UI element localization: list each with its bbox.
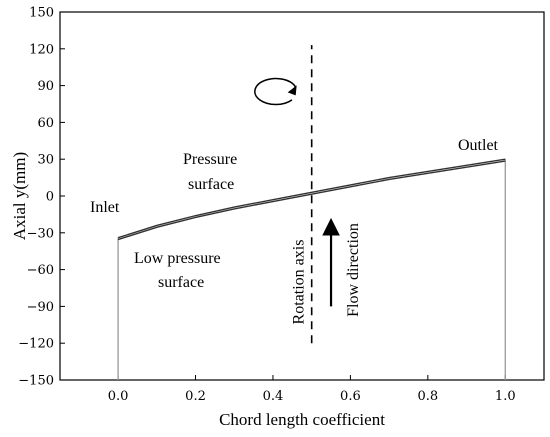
flow-direction-label: Flow direction	[345, 223, 362, 317]
x-axis-ticks: 0.0 0.2 0.4 0.6 0.8 1.0	[108, 375, 516, 404]
rotation-arrow-icon	[254, 77, 297, 106]
series-line-1	[117, 158, 506, 239]
x-tick-label: 0.4	[263, 389, 284, 404]
y-tick-label: −60	[27, 263, 54, 278]
y-tick-label: 30	[37, 153, 54, 168]
outlet-label: Outlet	[458, 137, 499, 154]
pressure-surface-label-line2: surface	[188, 176, 234, 193]
x-axis-title: Chord length coefficient	[219, 410, 385, 429]
pressure-surface-label-line1: Pressure	[183, 151, 237, 168]
y-tick-label: −30	[27, 226, 54, 241]
y-tick-label: 90	[37, 79, 54, 94]
y-tick-label: 150	[29, 6, 54, 21]
series-line-2	[117, 160, 506, 241]
x-tick-label: 0.8	[417, 389, 438, 404]
x-tick-label: 0.0	[108, 389, 129, 404]
y-tick-label: 120	[29, 42, 54, 57]
x-tick-label: 0.6	[340, 389, 361, 404]
y-tick-label: −150	[18, 374, 54, 389]
x-tick-label: 0.2	[185, 389, 206, 404]
y-axis-ticks: 150 120 90 60 30 0 −30 −60 −90 −120 −150	[18, 6, 65, 389]
low-pressure-surface-label-line2: surface	[158, 274, 204, 291]
y-tick-label: 0	[46, 190, 54, 205]
y-tick-label: −120	[18, 337, 54, 352]
blade-edge-lines	[117, 159, 506, 380]
inlet-label: Inlet	[90, 199, 120, 216]
y-tick-label: 60	[37, 116, 54, 131]
y-axis-title: Axial y(mm)	[10, 152, 29, 240]
rotation-axis-label: Rotation axis	[291, 240, 308, 325]
y-tick-label: −90	[27, 300, 54, 315]
low-pressure-surface-label-line1: Low pressure	[134, 250, 221, 267]
x-tick-label: 1.0	[495, 389, 516, 404]
series-group	[117, 158, 506, 241]
